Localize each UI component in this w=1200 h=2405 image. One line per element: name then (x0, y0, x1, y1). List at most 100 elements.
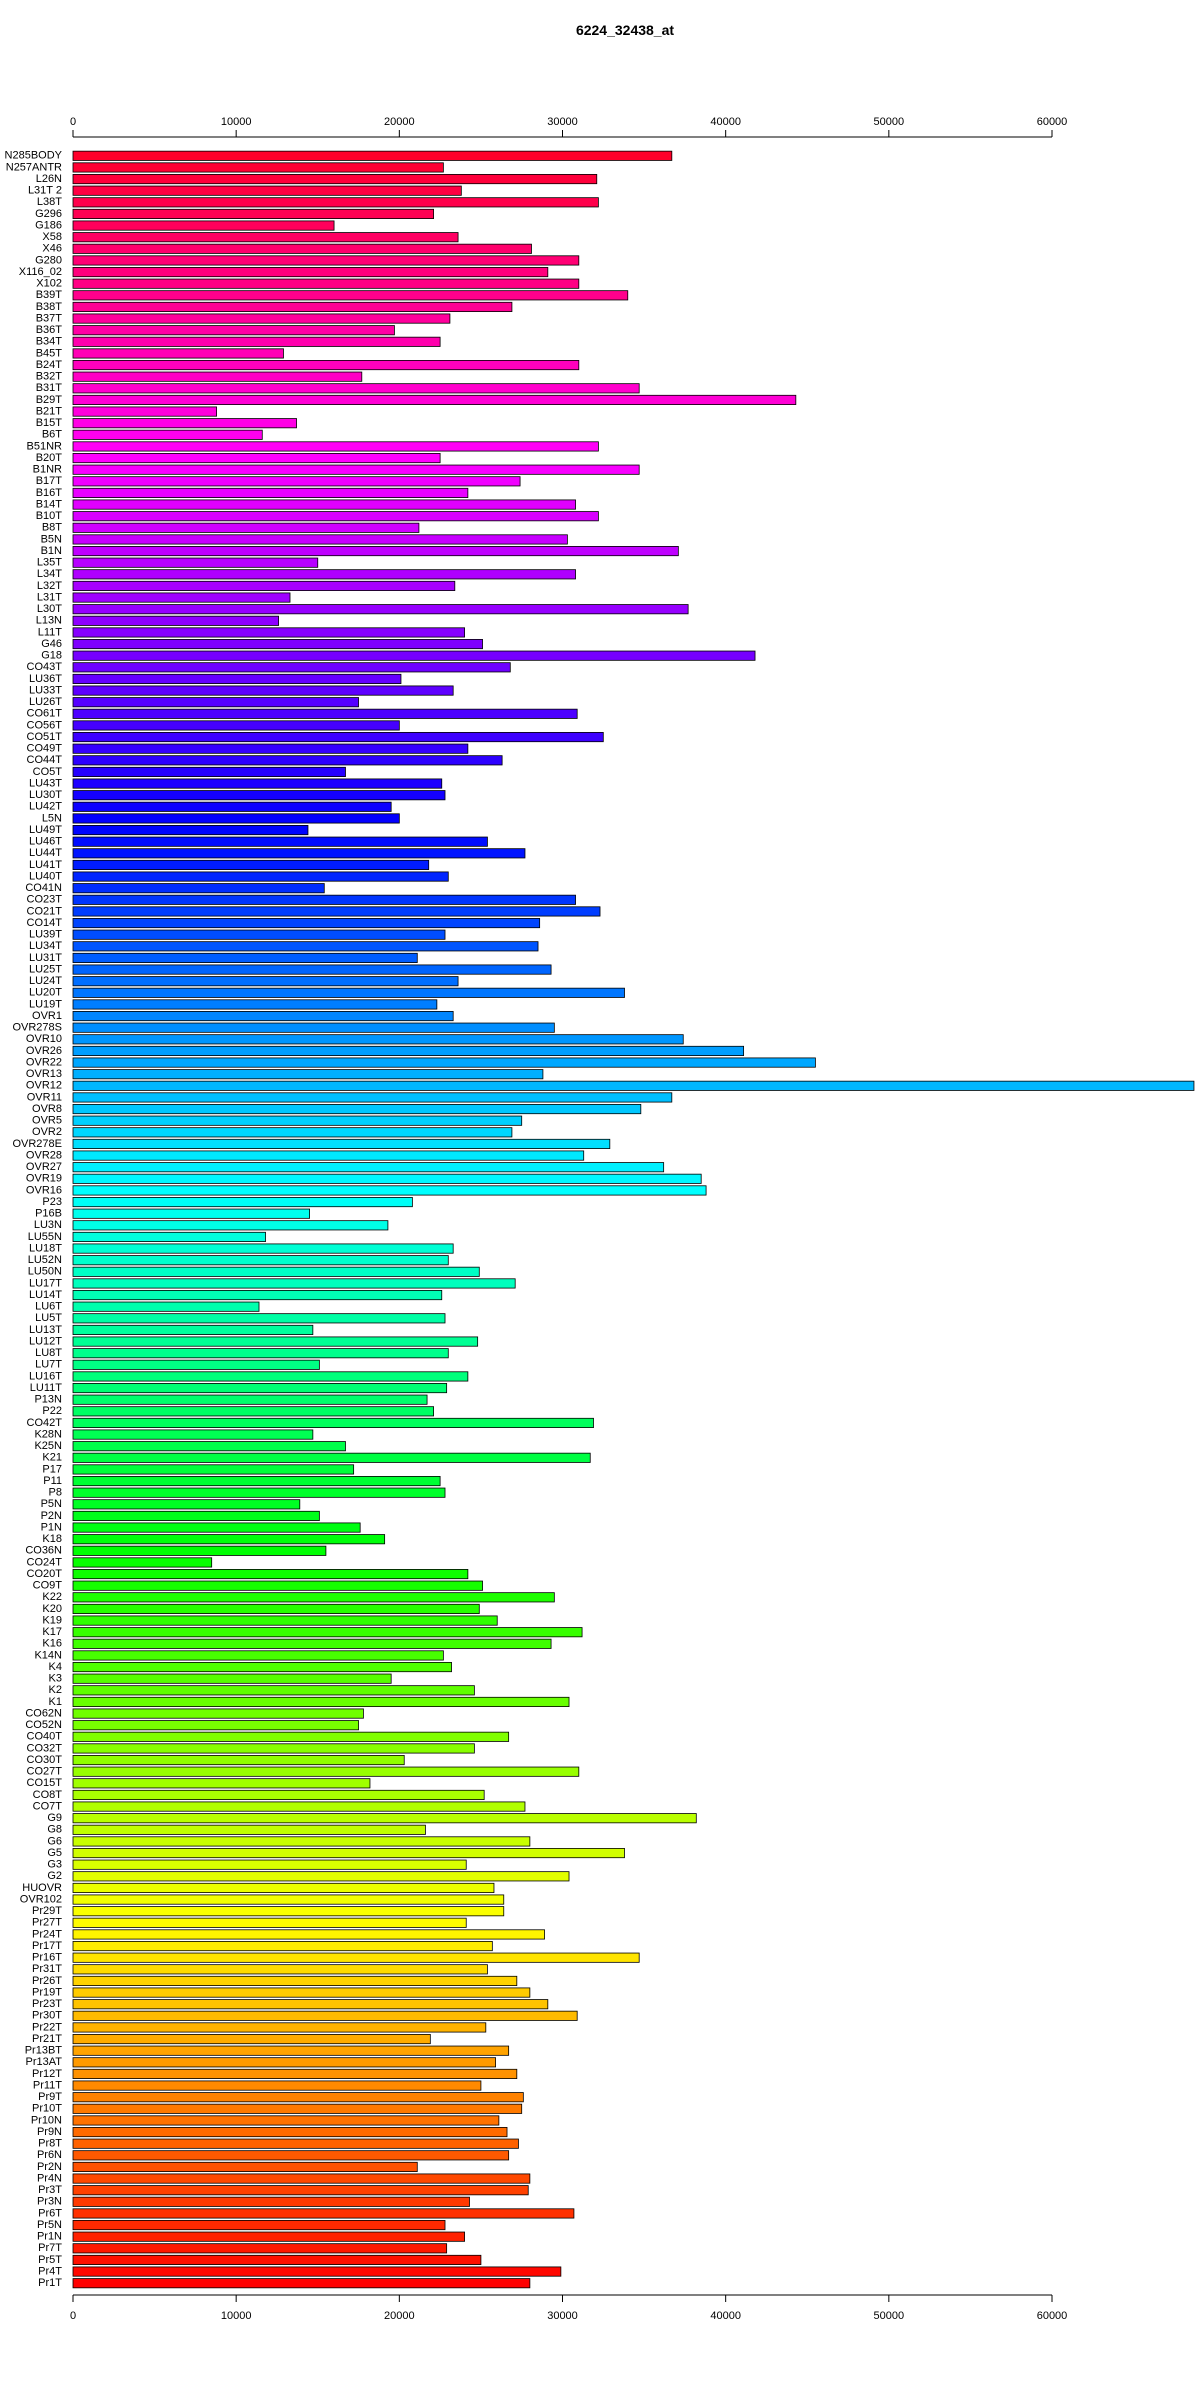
y-tick-label: CO9T (33, 1580, 63, 1592)
y-tick-label: LU41T (29, 859, 62, 871)
y-tick-label: LU50N (28, 1266, 62, 1278)
y-tick-label: B14T (36, 498, 63, 510)
y-tick-label: LU12T (29, 1335, 62, 1347)
y-tick-label: P13N (34, 1394, 62, 1406)
y-tick-label: G2 (47, 1870, 62, 1882)
y-tick-label: LU52N (28, 1254, 62, 1266)
bar (72, 1301, 260, 1312)
bar (72, 511, 599, 522)
y-tick-label: OVR10 (26, 1033, 62, 1045)
x-tick-label: 0 (70, 2310, 76, 2322)
bar (72, 1650, 444, 1661)
y-tick-label: B15T (36, 417, 63, 429)
y-tick-label: L31T 2 (28, 185, 62, 197)
bar (72, 1731, 510, 1742)
y-tick-label: Pr24T (32, 1928, 62, 1940)
bar (72, 929, 446, 940)
bar (72, 2173, 531, 2184)
x-tick-label: 50000 (874, 116, 905, 128)
bar (72, 348, 284, 359)
bar (72, 499, 576, 510)
bar (72, 185, 462, 196)
y-tick-label: LU46T (29, 836, 62, 848)
bar (72, 2068, 518, 2079)
bar (72, 1720, 359, 1731)
bar (72, 1441, 346, 1452)
bar (72, 1859, 467, 1870)
y-tick-label: P8 (49, 1487, 62, 1499)
bar (72, 859, 430, 870)
y-tick-label: OVR11 (27, 1091, 62, 1103)
bar (72, 1022, 555, 1033)
y-tick-label: CO14T (27, 917, 63, 929)
bar (72, 1359, 320, 1370)
y-tick-label: L13N (36, 615, 62, 627)
bar (72, 2196, 470, 2207)
y-tick-label: X116_02 (19, 266, 62, 278)
bar (72, 2022, 487, 2033)
x-tick-label: 0 (70, 116, 76, 128)
y-tick-label: L5N (42, 812, 62, 824)
x-tick-label: 40000 (710, 116, 741, 128)
y-tick-label: OVR26 (26, 1045, 62, 1057)
bar (72, 1964, 488, 1975)
bar (72, 1755, 405, 1766)
bar (72, 1417, 594, 1428)
y-tick-label: CO36N (25, 1545, 62, 1557)
bar (72, 743, 469, 754)
y-tick-label: Pr6N (37, 2149, 62, 2161)
bar (72, 1104, 642, 1115)
y-tick-label: CO51T (27, 731, 63, 743)
y-tick-label: G8 (47, 1824, 62, 1836)
bar (72, 615, 279, 626)
y-tick-label: CO42T (27, 1417, 63, 1429)
bar (72, 1266, 480, 1277)
bar (72, 1197, 413, 1208)
y-tick-label: LU3N (34, 1219, 62, 1231)
y-tick-label: B36T (36, 324, 63, 336)
y-tick-label: CO41N (25, 882, 62, 894)
bar (72, 476, 521, 487)
y-tick-label: P5N (41, 1498, 62, 1510)
y-tick-label: Pr5T (38, 2254, 62, 2266)
y-tick-label: CO20T (27, 1568, 63, 1580)
y-tick-label: CO27T (27, 1766, 63, 1778)
bar (72, 2034, 431, 2045)
y-tick-label: Pr1T (38, 2277, 62, 2289)
bar (72, 1034, 684, 1045)
bar (72, 1290, 443, 1301)
bar (72, 1545, 327, 1556)
y-tick-label: Pr19T (32, 1986, 62, 1998)
bar (72, 1929, 545, 1940)
bar (72, 1394, 428, 1405)
bar (72, 162, 444, 173)
y-tick-label: B21T (36, 405, 63, 417)
y-tick-label: Pr6T (38, 2207, 62, 2219)
y-tick-label: CO30T (27, 1754, 63, 1766)
bar (72, 2254, 482, 2265)
y-tick-label: OVR2 (32, 1126, 62, 1138)
bar (72, 685, 454, 696)
bar (72, 1464, 355, 1475)
bar (72, 1127, 513, 1138)
y-tick-label: P16B (35, 1208, 62, 1220)
y-tick-label: LU25T (29, 963, 62, 975)
y-tick-label: P17 (42, 1463, 62, 1475)
bar (72, 1522, 361, 1533)
bar (72, 1162, 665, 1173)
bar (72, 418, 297, 429)
y-tick-label: CO8T (33, 1789, 63, 1801)
bar (72, 1685, 475, 1696)
bar (72, 278, 580, 289)
y-tick-label: B16T (36, 487, 63, 499)
y-tick-label: L11T (38, 626, 63, 638)
bar (72, 2278, 531, 2289)
y-tick-label: OVR8 (32, 1103, 62, 1115)
y-tick-label: K19 (42, 1614, 62, 1626)
x-tick-label: 50000 (874, 2310, 905, 2322)
x-tick-label: 10000 (221, 116, 252, 128)
y-tick-label: Pr22T (32, 2021, 62, 2033)
y-tick-label: X58 (42, 231, 62, 243)
bar (72, 2115, 500, 2126)
